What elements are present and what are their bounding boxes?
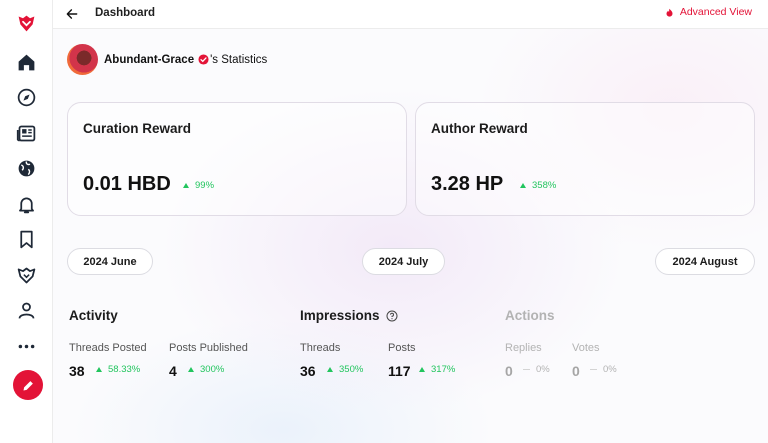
curation-reward-title: Curation Reward [83,121,192,136]
activity-title: Activity [69,308,118,323]
advanced-view-link[interactable]: Advanced View [665,6,752,18]
month-current-button[interactable]: 2024 July [362,248,445,275]
page-title: Dashboard [95,7,156,19]
avatar[interactable] [67,44,98,75]
bookmark-icon[interactable] [0,224,53,254]
curation-reward-change-value: 99% [195,180,215,191]
author-reward-card: Author Reward 3.28 HP 358% [415,102,755,216]
trend-up-icon [183,183,189,188]
actions-title: Actions [505,308,555,323]
sidebar [0,0,53,443]
votes-label: Votes [572,342,600,354]
replies-change: 0% [523,364,550,375]
trend-up-icon [327,367,333,372]
back-button[interactable] [63,5,81,23]
author-reward-title: Author Reward [431,121,528,136]
explore-icon[interactable] [0,82,53,112]
trend-flat-icon [523,369,530,370]
help-icon[interactable] [386,310,398,322]
month-prev-button[interactable]: 2024 June [67,248,153,275]
replies-change-value: 0% [536,364,550,375]
author-reward-change-value: 358% [532,180,557,191]
replies-value: 0 [505,363,513,379]
statistics-label: 's Statistics [210,53,268,66]
posts-published-label: Posts Published [169,342,248,354]
verified-badge-icon [198,54,209,65]
impressions-posts-change-value: 317% [431,364,456,375]
trend-up-icon [96,367,102,372]
curation-reward-change: 99% [183,180,214,191]
impressions-threads-change: 350% [327,364,363,375]
impressions-posts-label: Posts [388,342,416,354]
user-icon[interactable] [0,295,53,325]
more-icon[interactable] [0,331,53,361]
advanced-view-label: Advanced View [679,6,752,18]
author-reward-value: 3.28 HP [431,173,504,195]
feed-icon[interactable] [0,118,53,148]
user-header: Abundant-Grace 's Statistics [67,44,267,75]
threads-posted-change-value: 58.33% [108,364,141,375]
compose-button[interactable] [13,370,43,400]
impressions-threads-label: Threads [300,342,341,354]
inleo-logo-icon[interactable] [0,8,53,38]
posts-published-change: 300% [188,364,224,375]
threads-posted-label: Threads Posted [69,342,147,354]
votes-value: 0 [572,363,580,379]
impressions-posts-change: 317% [419,364,455,375]
arrow-left-icon [66,9,78,19]
impressions-posts-value: 117 [388,363,411,379]
impressions-threads-value: 36 [300,363,316,379]
communities-icon[interactable] [0,260,53,290]
globe-icon[interactable] [0,153,53,183]
votes-change: 0% [590,364,617,375]
curation-reward-card: Curation Reward 0.01 HBD 99% [67,102,407,216]
threads-posted-value: 38 [69,363,85,379]
posts-published-value: 4 [169,363,177,379]
author-reward-change: 358% [520,180,556,191]
trend-up-icon [520,183,526,188]
home-icon[interactable] [0,47,53,77]
fire-icon [666,8,673,17]
impressions-threads-change-value: 350% [339,364,364,375]
pencil-icon [23,380,33,390]
top-bar: Dashboard Advanced View [53,0,768,29]
impressions-title: Impressions [300,308,380,323]
votes-change-value: 0% [603,364,617,375]
main-content: Dashboard Advanced View Abundant-Grace '… [53,0,768,443]
trend-up-icon [188,367,194,372]
replies-label: Replies [505,342,542,354]
month-next-button[interactable]: 2024 August [655,248,755,275]
trend-up-icon [419,367,425,372]
username[interactable]: Abundant-Grace [104,53,195,66]
threads-posted-change: 58.33% [96,364,140,375]
trend-flat-icon [590,369,597,370]
bell-icon[interactable] [0,189,53,219]
posts-published-change-value: 300% [200,364,225,375]
curation-reward-value: 0.01 HBD [83,173,171,195]
